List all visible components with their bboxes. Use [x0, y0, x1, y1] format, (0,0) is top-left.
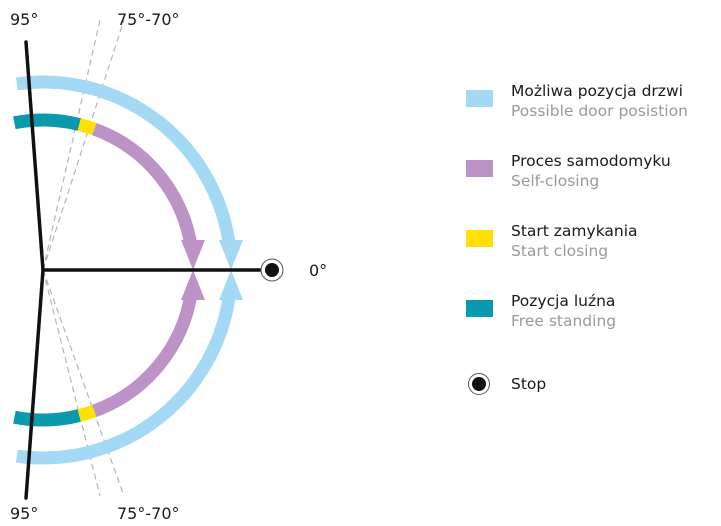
- arrow-self-closing-bottom: [181, 270, 205, 300]
- arc-self-closing-top: [92, 122, 198, 251]
- legend-swatch-self-closing: [466, 160, 493, 177]
- guide-line-2: [42, 19, 125, 271]
- legend-item-possible-position: Możliwa pozycja drzwi Possible door posi…: [466, 80, 721, 120]
- stop-icon: [468, 373, 490, 395]
- door-line-top-open: [24, 40, 45, 272]
- legend-sublabel-possible-position: Possible door posistion: [511, 102, 688, 120]
- legend-sublabel-self-closing: Self-closing: [511, 172, 600, 190]
- arc-self-closing-bottom: [92, 289, 198, 418]
- angle-label-bottom-95: 95°: [10, 504, 39, 523]
- arc-possible-position-bottom: [15, 288, 237, 465]
- arc-start-closing-top: [77, 118, 97, 136]
- guide-line-4: [42, 269, 125, 497]
- arc-free-standing-top: [13, 113, 81, 131]
- legend-label-stop: Stop: [511, 375, 547, 393]
- arrow-self-closing-top: [181, 240, 205, 270]
- door-lines: [24, 40, 264, 500]
- legend-sublabel-start-closing: Start closing: [511, 242, 609, 260]
- arrows-group: [181, 240, 243, 300]
- stop-marker: [260, 258, 284, 282]
- arrow-possible-position-top: [219, 240, 243, 270]
- angle-label-top-75-70: 75°-70°: [117, 10, 180, 29]
- legend-sublabel-free-standing: Free standing: [511, 312, 617, 330]
- stop-dot: [265, 263, 279, 277]
- angle-label-bottom-75-70: 75°-70°: [117, 504, 180, 523]
- guide-line-1: [42, 19, 101, 271]
- arc-free-standing-bottom: [13, 409, 81, 427]
- angle-label-zero: 0°: [309, 261, 328, 280]
- arc-possible-position-top: [15, 75, 237, 252]
- legend-label-free-standing: Pozycja luźna: [511, 292, 616, 310]
- legend-swatch-possible-position: [466, 90, 493, 107]
- legend-item-free-standing: Pozycja luźna Free standing: [466, 290, 721, 330]
- legend-item-self-closing: Proces samodomyku Self-closing: [466, 150, 721, 190]
- legend-swatch-free-standing: [466, 300, 493, 317]
- arc-start-closing-bottom: [77, 404, 97, 422]
- legend-label-self-closing: Proces samodomyku: [511, 152, 671, 170]
- arrow-possible-position-bottom: [219, 270, 243, 300]
- legend-item-stop: Stop: [466, 367, 721, 407]
- arcs-group: [13, 75, 237, 465]
- legend-item-start-closing: Start zamykania Start closing: [466, 220, 721, 260]
- legend-swatch-start-closing: [466, 230, 493, 247]
- legend-label-possible-position: Możliwa pozycja drzwi: [511, 82, 683, 100]
- door-line-bottom-open: [24, 268, 45, 500]
- angle-label-top-95: 95°: [10, 10, 39, 29]
- legend-label-start-closing: Start zamykania: [511, 222, 638, 240]
